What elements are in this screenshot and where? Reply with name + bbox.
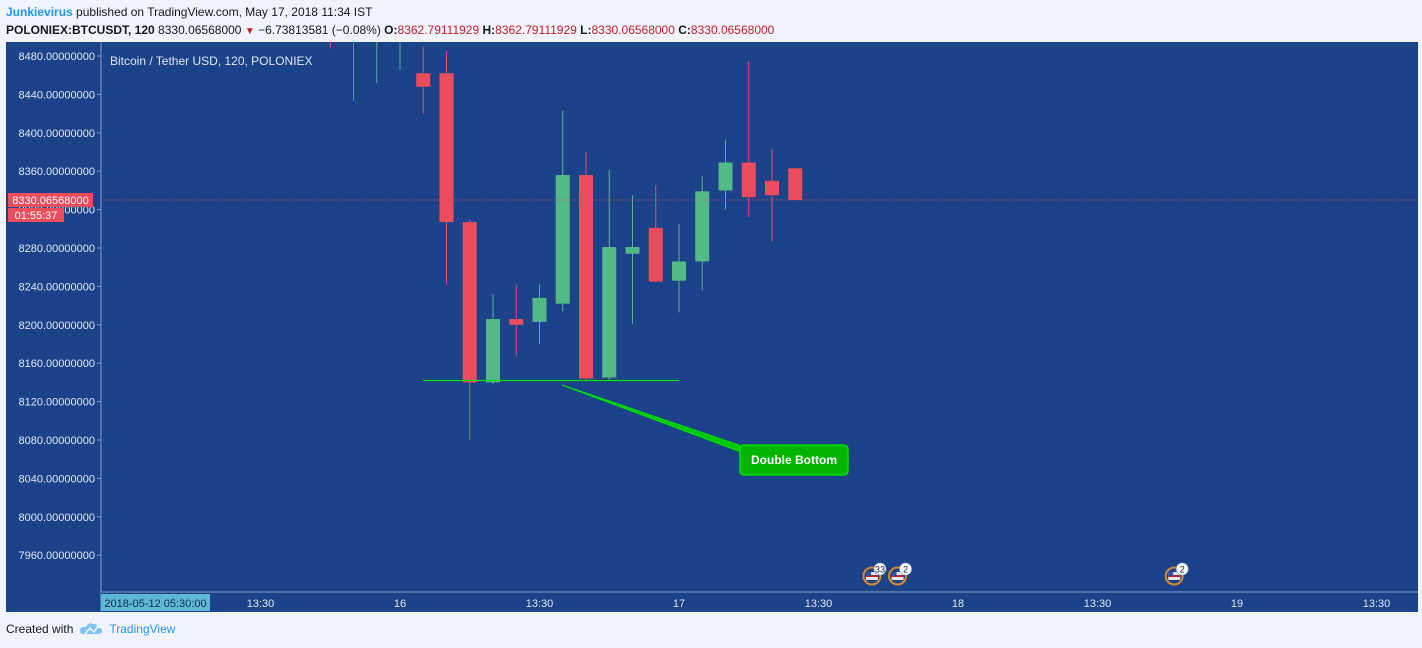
open-label: O: xyxy=(384,23,398,37)
y-tick-label: 8200.00000000 xyxy=(19,320,95,332)
publish-info: Junkievirus published on TradingView.com… xyxy=(6,5,372,19)
x-tick-label: 19 xyxy=(1231,598,1243,610)
countdown-tag xyxy=(8,208,64,222)
x-tick-label: 17 xyxy=(673,598,685,610)
price-change: −6.73813581 (−0.08%) xyxy=(258,23,381,37)
high-label: H: xyxy=(482,23,496,37)
x-start-date-box xyxy=(101,594,210,611)
countdown-label: 01:55:37 xyxy=(15,210,58,222)
candle-body xyxy=(579,175,593,379)
tradingview-link[interactable]: TradingView xyxy=(109,622,176,636)
flag-stripe xyxy=(891,575,904,577)
chart-title: Bitcoin / Tether USD, 120, POLONIEX xyxy=(110,54,313,68)
chart-background xyxy=(6,42,1418,612)
close-label: C: xyxy=(678,23,691,37)
y-tick-label: 8480.00000000 xyxy=(19,51,95,63)
event-count-badge xyxy=(873,562,887,576)
event-count-label: 2 xyxy=(903,565,908,575)
candlestick-chart[interactable]: Double Bottom 33 2 2 8480.00000000 8440.0000… xyxy=(6,42,1418,612)
y-tick-label: 8440.00000000 xyxy=(19,89,95,101)
low-value: 8330.06568000 xyxy=(591,23,675,37)
candle-body xyxy=(555,175,570,304)
event-count-label: 2 xyxy=(1180,565,1185,575)
flag-canton xyxy=(865,572,871,576)
close-value: 8330.06568000 xyxy=(690,23,775,37)
y-tick-label: 8240.00000000 xyxy=(19,281,95,293)
open-value: 8362.79111929 xyxy=(397,23,480,37)
candle-body xyxy=(486,319,500,383)
y-tick-label: 8120.00000000 xyxy=(19,397,95,409)
y-tick-label: 8400.00000000 xyxy=(19,128,95,140)
high-value: 8362.79111929 xyxy=(495,23,577,37)
overlay: Double Bottom 33 2 2 xyxy=(101,199,1418,586)
candle-body xyxy=(416,73,431,87)
author-link[interactable]: Junkievirus xyxy=(6,5,73,19)
event-count-badge xyxy=(1175,562,1189,576)
candle-body xyxy=(741,162,756,198)
symbol-label: POLONIEX:BTCUSDT, 120 xyxy=(6,23,155,37)
candle-body xyxy=(695,191,710,262)
event-count-label: 33 xyxy=(875,565,885,575)
y-tick-label: 8360.00000000 xyxy=(19,166,95,178)
callout-box xyxy=(739,444,849,476)
y-tick-label: 7960.00000000 xyxy=(19,550,95,562)
callout-label: Double Bottom xyxy=(751,453,837,467)
candle-body xyxy=(718,162,733,191)
x-start-date-label: 2018-05-12 05:30:00 xyxy=(104,598,206,610)
candle-body xyxy=(648,227,663,282)
x-tick-label: 13:30 xyxy=(1363,598,1391,610)
candle-body xyxy=(788,168,803,200)
event-count-badge xyxy=(899,562,912,576)
y-tick-label: 8080.00000000 xyxy=(19,435,95,447)
y-tick-label: 8280.00000000 xyxy=(19,243,95,255)
candle-body xyxy=(672,261,686,281)
last-price: 8330.06568000 xyxy=(158,23,242,37)
chart-container[interactable]: Double Bottom 33 2 2 8480.00000000 8440.0000… xyxy=(6,42,1418,612)
x-tick-label: 13:30 xyxy=(805,598,833,610)
current-price-tag xyxy=(8,193,93,207)
x-tick-label: 13:30 xyxy=(247,598,275,610)
low-label: L: xyxy=(580,23,592,37)
flag-stripe xyxy=(865,575,878,577)
y-tick-label: 8160.00000000 xyxy=(19,358,95,370)
x-tick-label: 13:30 xyxy=(526,598,554,610)
candle-body xyxy=(765,180,779,196)
candle-body xyxy=(462,222,477,383)
flag-canton xyxy=(891,572,897,576)
ohlc-legend: POLONIEX:BTCUSDT, 120 8330.06568000 ▼ −6… xyxy=(6,23,774,37)
x-tick-label: 13:30 xyxy=(1084,598,1112,610)
flag-stripe xyxy=(1168,575,1181,577)
candle-body xyxy=(625,247,640,254)
candle-body xyxy=(509,319,524,325)
x-axis-panel xyxy=(101,592,1418,612)
x-axis: 2018-05-12 05:30:00 13:30 16 13:30 17 13:30 18… xyxy=(101,594,1390,611)
candle-body xyxy=(602,247,617,378)
tradingview-cloud-icon xyxy=(80,623,103,635)
created-with-text: Created with xyxy=(6,622,74,636)
y-tick-label: 8040.00000000 xyxy=(19,473,95,485)
x-tick-label: 16 xyxy=(394,598,406,610)
published-text: published on TradingView.com, May 17, 20… xyxy=(76,5,373,19)
flag-canton xyxy=(1168,572,1174,576)
x-tick-label: 18 xyxy=(952,598,964,610)
footer: Created with TradingView xyxy=(6,622,175,636)
price-labels: 8330.06568000 01:55:37 xyxy=(8,193,93,222)
current-price-label: 8330.06568000 xyxy=(12,195,88,207)
candle-body xyxy=(439,73,454,223)
y-tick-label: 8000.00000000 xyxy=(19,512,95,524)
y-axis-panel xyxy=(6,42,101,612)
candles xyxy=(329,42,803,440)
down-arrow-icon: ▼ xyxy=(244,26,255,37)
candle-body xyxy=(532,297,547,322)
